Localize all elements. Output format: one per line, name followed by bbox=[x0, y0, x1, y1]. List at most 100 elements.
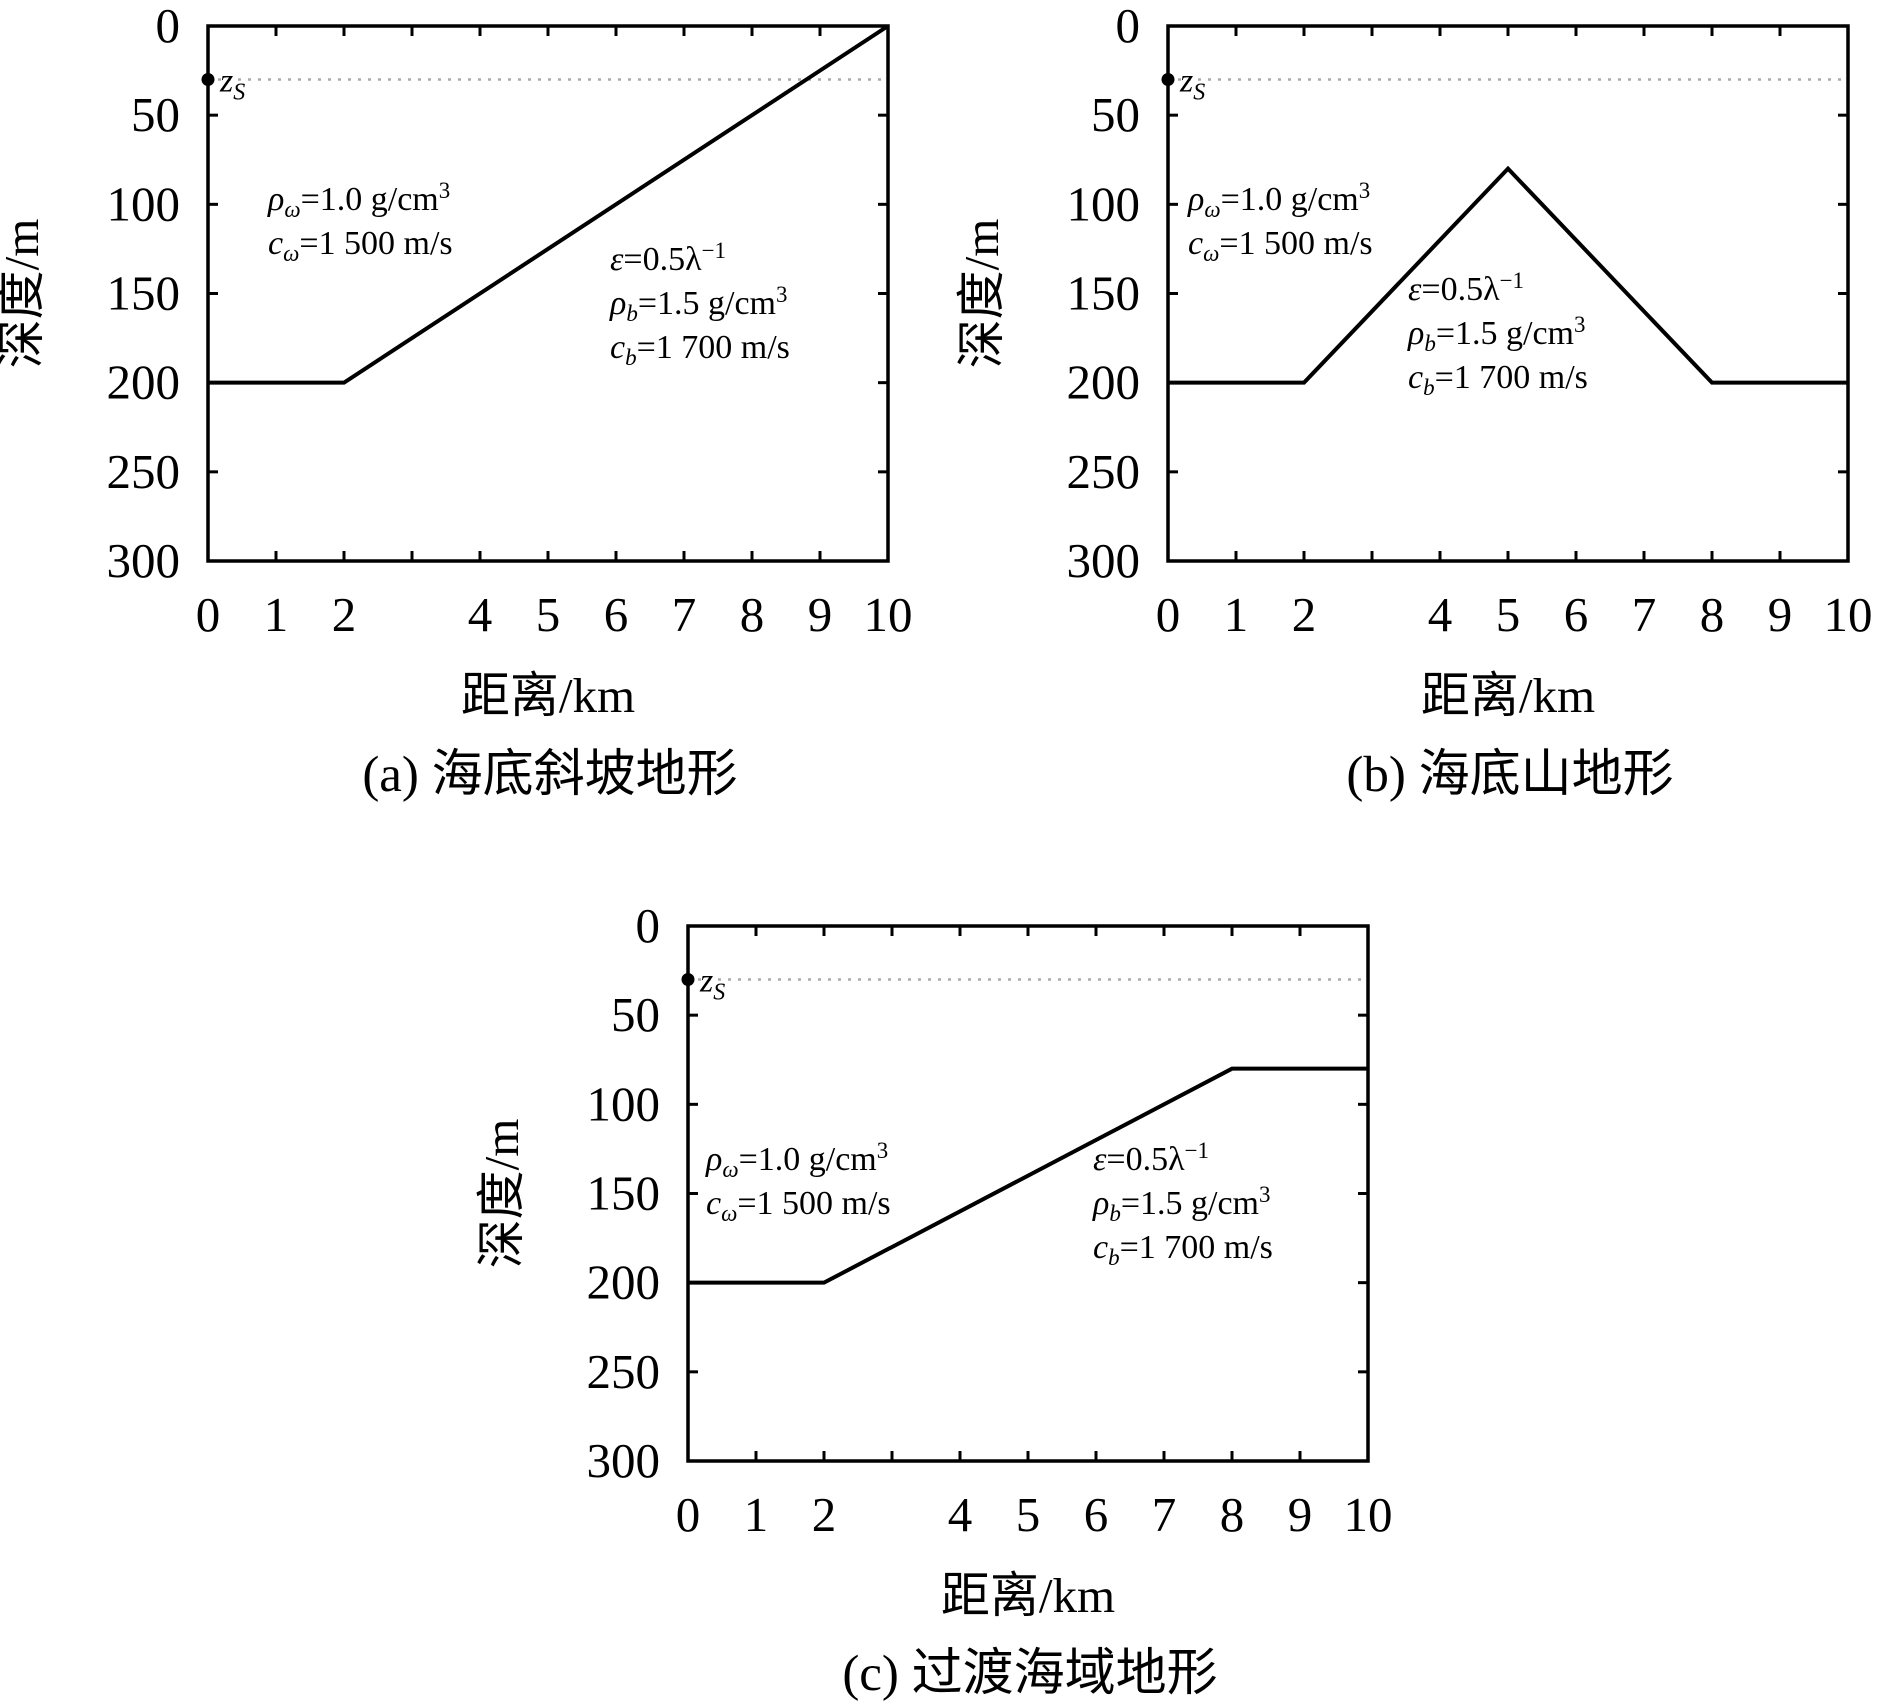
eps-superscript: −1 bbox=[702, 238, 726, 263]
bottom-density-label: ρb=1.5 g/cm3 bbox=[1407, 312, 1586, 356]
source-symbol: z bbox=[1179, 63, 1193, 100]
source-subscript: S bbox=[713, 980, 725, 1006]
bottom-density-label: ρb=1.5 g/cm3 bbox=[609, 282, 788, 326]
water-speed-label: cω=1 500 m/s bbox=[268, 225, 453, 266]
rho-subscript: b bbox=[1109, 1201, 1121, 1226]
x-axis-title: 距离/km bbox=[941, 1568, 1115, 1623]
rho-superscript: 3 bbox=[877, 1138, 889, 1163]
y-tick-label: 250 bbox=[1067, 444, 1141, 499]
y-tick-label: 150 bbox=[587, 1166, 661, 1221]
y-axis-title: 深度/m bbox=[0, 219, 49, 369]
rho-superscript: 3 bbox=[1259, 1182, 1271, 1207]
y-tick-label: 50 bbox=[131, 87, 180, 142]
bottom-density-label: ρb=1.5 g/cm3 bbox=[1092, 1182, 1271, 1226]
x-tick-label: 7 bbox=[672, 587, 697, 642]
eps-symbol: ε bbox=[610, 241, 624, 278]
y-tick-label: 100 bbox=[107, 176, 181, 231]
c-subscript: b bbox=[1108, 1245, 1120, 1270]
c-value: =1 500 m/s bbox=[737, 1185, 890, 1222]
x-tick-label: 1 bbox=[1224, 587, 1249, 642]
c-value: =1 700 m/s bbox=[1120, 1229, 1273, 1266]
eps-value: =0.5λ bbox=[1421, 271, 1500, 308]
bottom-attenuation-label: ε=0.5λ−1 bbox=[1408, 268, 1524, 308]
x-tick-label: 8 bbox=[740, 587, 765, 642]
y-tick-label: 300 bbox=[587, 1433, 661, 1488]
x-tick-label: 10 bbox=[1824, 587, 1873, 642]
y-tick-label: 300 bbox=[107, 533, 181, 588]
rho-subscript: b bbox=[626, 301, 638, 326]
bottom-speed-label: cb=1 700 m/s bbox=[1408, 359, 1588, 400]
bottom-speed-label: cb=1 700 m/s bbox=[610, 329, 790, 370]
rho-superscript: 3 bbox=[776, 282, 788, 307]
y-tick-label: 0 bbox=[156, 0, 181, 53]
c-value: =1 700 m/s bbox=[637, 329, 790, 366]
bottom-attenuation-label: ε=0.5λ−1 bbox=[1093, 1138, 1209, 1178]
x-tick-label: 0 bbox=[196, 587, 221, 642]
panel-caption: (a) 海底斜坡地形 bbox=[362, 747, 737, 803]
y-axis-title: 深度/m bbox=[954, 219, 1009, 369]
y-tick-label: 150 bbox=[1067, 266, 1141, 321]
rho-value: =1.0 g/cm bbox=[739, 1141, 877, 1178]
rho-superscript: 3 bbox=[1574, 312, 1586, 337]
c-value: =1 700 m/s bbox=[1435, 359, 1588, 396]
c-subscript: b bbox=[1423, 375, 1435, 400]
x-tick-label: 6 bbox=[604, 587, 629, 642]
water-density-label: ρω=1.0 g/cm3 bbox=[267, 178, 450, 222]
rho-symbol: ρ bbox=[1092, 1185, 1109, 1222]
y-tick-label: 200 bbox=[1067, 355, 1141, 410]
x-tick-label: 2 bbox=[812, 1487, 837, 1542]
rho-superscript: 3 bbox=[1359, 178, 1371, 203]
x-tick-label: 10 bbox=[864, 587, 913, 642]
panel-caption: (c) 过渡海域地形 bbox=[842, 1646, 1217, 1702]
x-tick-label: 7 bbox=[1152, 1487, 1177, 1542]
rho-symbol: ρ bbox=[609, 285, 626, 322]
rho-value: =1.5 g/cm bbox=[1121, 1185, 1259, 1222]
rho-value: =1.0 g/cm bbox=[301, 181, 439, 218]
x-tick-label: 4 bbox=[1428, 587, 1453, 642]
source-symbol: z bbox=[699, 963, 713, 1000]
source-label: zS bbox=[219, 63, 245, 106]
c-subscript: ω bbox=[721, 1201, 737, 1226]
x-tick-label: 4 bbox=[948, 1487, 973, 1542]
source-symbol: z bbox=[219, 63, 233, 100]
eps-value: =0.5λ bbox=[1106, 1141, 1185, 1178]
rho-value: =1.5 g/cm bbox=[638, 285, 776, 322]
source-point bbox=[1161, 73, 1175, 86]
source-subscript: S bbox=[1193, 80, 1205, 106]
y-tick-label: 100 bbox=[1067, 176, 1141, 231]
c-value: =1 500 m/s bbox=[299, 225, 452, 262]
c-symbol: c bbox=[610, 329, 625, 366]
x-tick-label: 5 bbox=[536, 587, 561, 642]
c-subscript: ω bbox=[283, 241, 299, 266]
rho-subscript: ω bbox=[722, 1157, 738, 1182]
eps-value: =0.5λ bbox=[623, 241, 702, 278]
source-label: zS bbox=[1179, 63, 1205, 106]
c-symbol: c bbox=[706, 1185, 721, 1222]
y-tick-label: 300 bbox=[1067, 533, 1141, 588]
x-tick-label: 7 bbox=[1632, 587, 1657, 642]
x-tick-label: 9 bbox=[808, 587, 833, 642]
rho-symbol: ρ bbox=[1187, 181, 1204, 218]
y-tick-label: 250 bbox=[587, 1344, 661, 1399]
bottom-attenuation-label: ε=0.5λ−1 bbox=[610, 238, 726, 278]
c-value: =1 500 m/s bbox=[1219, 225, 1372, 262]
x-tick-label: 6 bbox=[1564, 587, 1589, 642]
y-tick-label: 0 bbox=[1116, 0, 1141, 53]
x-tick-label: 0 bbox=[676, 1487, 701, 1542]
rho-symbol: ρ bbox=[1407, 315, 1424, 352]
rho-superscript: 3 bbox=[439, 178, 451, 203]
x-tick-label: 0 bbox=[1156, 587, 1181, 642]
y-axis-title: 深度/m bbox=[474, 1119, 529, 1269]
source-subscript: S bbox=[233, 80, 245, 106]
x-tick-label: 8 bbox=[1700, 587, 1725, 642]
x-tick-label: 2 bbox=[1292, 587, 1317, 642]
rho-symbol: ρ bbox=[267, 181, 284, 218]
c-symbol: c bbox=[268, 225, 283, 262]
c-symbol: c bbox=[1093, 1229, 1108, 1266]
source-point bbox=[201, 73, 215, 86]
panel-caption: (b) 海底山地形 bbox=[1346, 747, 1673, 803]
y-tick-label: 0 bbox=[636, 898, 661, 953]
x-tick-label: 8 bbox=[1220, 1487, 1245, 1542]
